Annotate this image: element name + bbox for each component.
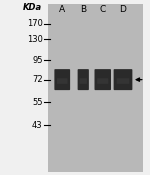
FancyBboxPatch shape (48, 4, 142, 172)
Text: D: D (120, 5, 126, 14)
Text: 43: 43 (32, 121, 43, 130)
FancyBboxPatch shape (114, 69, 132, 90)
Text: KDa: KDa (23, 3, 42, 12)
FancyBboxPatch shape (54, 69, 70, 90)
FancyBboxPatch shape (94, 69, 111, 90)
Text: 55: 55 (32, 98, 43, 107)
Text: 95: 95 (32, 56, 43, 65)
Text: 72: 72 (32, 75, 43, 84)
FancyBboxPatch shape (117, 78, 129, 84)
Text: 170: 170 (27, 19, 43, 28)
FancyBboxPatch shape (97, 78, 108, 84)
Text: A: A (59, 5, 65, 14)
FancyBboxPatch shape (78, 69, 89, 90)
Text: C: C (100, 5, 106, 14)
FancyBboxPatch shape (57, 78, 68, 84)
FancyBboxPatch shape (80, 78, 87, 84)
Text: 130: 130 (27, 35, 43, 44)
Text: B: B (80, 5, 86, 14)
